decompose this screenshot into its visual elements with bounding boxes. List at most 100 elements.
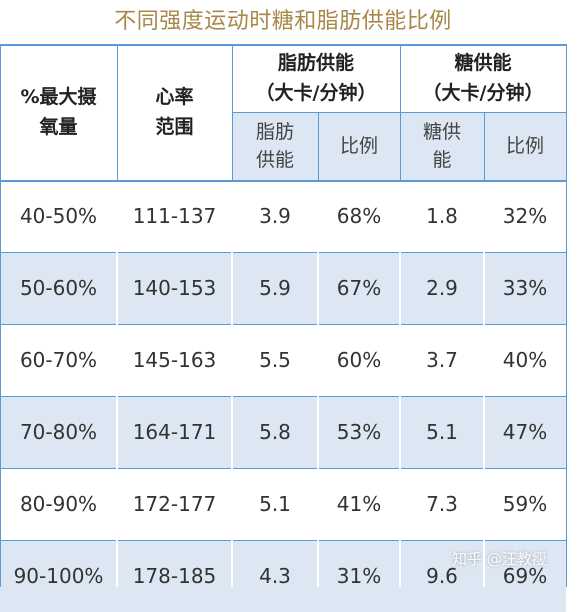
- header-vline-1: [117, 44, 118, 180]
- row-2-heart-rate: 140-153: [117, 252, 232, 324]
- row-2-fat-ratio-text: 67%: [336, 276, 382, 300]
- row-4-fat-ratio: 53%: [318, 396, 400, 468]
- row-hline-3: [0, 396, 566, 397]
- row-6-sugar-ratio-text: 69%: [502, 564, 548, 588]
- header-heart-rate: 心率 范围: [117, 44, 232, 180]
- row-2-fat-energy: 5.9: [232, 252, 318, 324]
- row-3-vo2max: 60-70%: [0, 324, 117, 396]
- row-2-fat-energy-text: 5.9: [259, 276, 291, 300]
- row-5-sugar-energy-text: 7.3: [426, 492, 458, 516]
- row-3-fat-energy-text: 5.5: [259, 348, 291, 372]
- header-sugar-energy-text: 糖供 能: [422, 121, 461, 171]
- body-vline-1: [116, 182, 118, 587]
- energy-table: %最大摄 氧量 心率 范围 脂肪供能 （大卡/分钟） 糖供能 （大卡/分钟） 脂肪 供能…: [0, 44, 567, 612]
- body-vline-5: [483, 182, 485, 587]
- row-1-fat-energy-text: 3.9: [259, 204, 291, 228]
- row-3-vo2max-text: 60-70%: [19, 348, 98, 372]
- row-4-sugar-energy: 5.1: [400, 396, 484, 468]
- row-4-sugar-energy-text: 5.1: [426, 420, 458, 444]
- row-5-sugar-ratio: 59%: [484, 468, 566, 540]
- row-5-heart-rate-text: 172-177: [132, 492, 217, 516]
- row-3-heart-rate: 145-163: [117, 324, 232, 396]
- row-5-fat-ratio: 41%: [318, 468, 400, 540]
- row-1-fat-ratio: 68%: [318, 180, 400, 252]
- row-3-heart-rate-text: 145-163: [132, 348, 217, 372]
- row-4-fat-energy-text: 5.8: [259, 420, 291, 444]
- header-sugar-ratio: 比例: [484, 112, 566, 180]
- row-6-vo2max-text: 90-100%: [13, 564, 104, 588]
- row-1-sugar-ratio: 32%: [484, 180, 566, 252]
- header-fat-energy: 脂肪 供能: [232, 112, 318, 180]
- row-3-sugar-energy-text: 3.7: [426, 348, 458, 372]
- row-1-vo2max-text: 40-50%: [19, 204, 98, 228]
- header-hline-bottom: [0, 180, 566, 182]
- watermark: 知乎 @汪教瘦: [452, 550, 547, 568]
- row-6-fat-ratio: 31%: [318, 540, 400, 612]
- row-4-sugar-ratio: 47%: [484, 396, 566, 468]
- row-5-fat-energy: 5.1: [232, 468, 318, 540]
- row-4-vo2max-text: 70-80%: [19, 420, 98, 444]
- row-1-sugar-energy-text: 1.8: [426, 204, 458, 228]
- row-5-heart-rate: 172-177: [117, 468, 232, 540]
- row-1-heart-rate: 111-137: [117, 180, 232, 252]
- row-5-vo2max-text: 80-90%: [19, 492, 98, 516]
- body-vline-2: [231, 182, 233, 587]
- row-4-heart-rate-text: 164-171: [132, 420, 217, 444]
- row-2-fat-ratio: 67%: [318, 252, 400, 324]
- row-4-fat-ratio-text: 53%: [336, 420, 382, 444]
- header-sugar-energy: 糖供 能: [400, 112, 484, 180]
- row-3-sugar-energy: 3.7: [400, 324, 484, 396]
- body-vline-4: [399, 182, 401, 587]
- row-5-fat-energy-text: 5.1: [259, 492, 291, 516]
- header-fat-ratio-text: 比例: [339, 135, 378, 157]
- row-6-heart-rate: 178-185: [117, 540, 232, 612]
- header-sugar-ratio-text: 比例: [505, 135, 544, 157]
- header-vo2max-text: %最大摄 氧量: [20, 86, 97, 138]
- row-1-fat-ratio-text: 68%: [336, 204, 382, 228]
- row-3-sugar-ratio: 40%: [484, 324, 566, 396]
- row-3-sugar-ratio-text: 40%: [502, 348, 548, 372]
- header-fat-energy-text: 脂肪 供能: [255, 121, 294, 171]
- row-1-sugar-energy: 1.8: [400, 180, 484, 252]
- row-6-sugar-energy-text: 9.6: [426, 564, 458, 588]
- row-2-sugar-energy: 2.9: [400, 252, 484, 324]
- table-border-right: [566, 44, 567, 587]
- page-title: 不同强度运动时糖和脂肪供能比例: [114, 9, 452, 34]
- row-2-sugar-energy-text: 2.9: [426, 276, 458, 300]
- row-3-fat-ratio-text: 60%: [336, 348, 382, 372]
- row-4-vo2max: 70-80%: [0, 396, 117, 468]
- row-3-fat-ratio: 60%: [318, 324, 400, 396]
- row-hline-1: [0, 252, 566, 253]
- row-5-vo2max: 80-90%: [0, 468, 117, 540]
- header-fat-group-text: 脂肪供能 （大卡/分钟）: [255, 52, 377, 104]
- row-3-fat-energy: 5.5: [232, 324, 318, 396]
- row-hline-2: [0, 324, 566, 325]
- row-6-heart-rate-text: 178-185: [132, 564, 217, 588]
- header-vline-sub-1: [318, 112, 319, 180]
- body-vline-3: [317, 182, 319, 587]
- row-6-fat-energy-text: 4.3: [259, 564, 291, 588]
- row-4-sugar-ratio-text: 47%: [502, 420, 548, 444]
- header-vline-sub-2: [484, 112, 485, 180]
- row-6-vo2max: 90-100%: [0, 540, 117, 612]
- row-4-fat-energy: 5.8: [232, 396, 318, 468]
- row-1-sugar-ratio-text: 32%: [502, 204, 548, 228]
- header-fat-ratio: 比例: [318, 112, 400, 180]
- row-5-sugar-ratio-text: 59%: [502, 492, 548, 516]
- header-vo2max: %最大摄 氧量: [0, 44, 117, 180]
- row-2-sugar-ratio-text: 33%: [502, 276, 548, 300]
- row-2-vo2max-text: 50-60%: [19, 276, 98, 300]
- header-heart-rate-text: 心率 范围: [155, 86, 194, 138]
- row-1-fat-energy: 3.9: [232, 180, 318, 252]
- row-hline-4: [0, 468, 566, 469]
- row-5-fat-ratio-text: 41%: [336, 492, 382, 516]
- header-hline-mid: [232, 112, 566, 113]
- row-2-heart-rate-text: 140-153: [132, 276, 217, 300]
- row-1-vo2max: 40-50%: [0, 180, 117, 252]
- header-sugar-group-text: 糖供能 （大卡/分钟）: [422, 52, 544, 104]
- table-border-top: [0, 44, 566, 46]
- row-4-heart-rate: 164-171: [117, 396, 232, 468]
- row-hline-5: [0, 540, 566, 541]
- header-fat-group: 脂肪供能 （大卡/分钟）: [232, 44, 400, 112]
- row-2-sugar-ratio: 33%: [484, 252, 566, 324]
